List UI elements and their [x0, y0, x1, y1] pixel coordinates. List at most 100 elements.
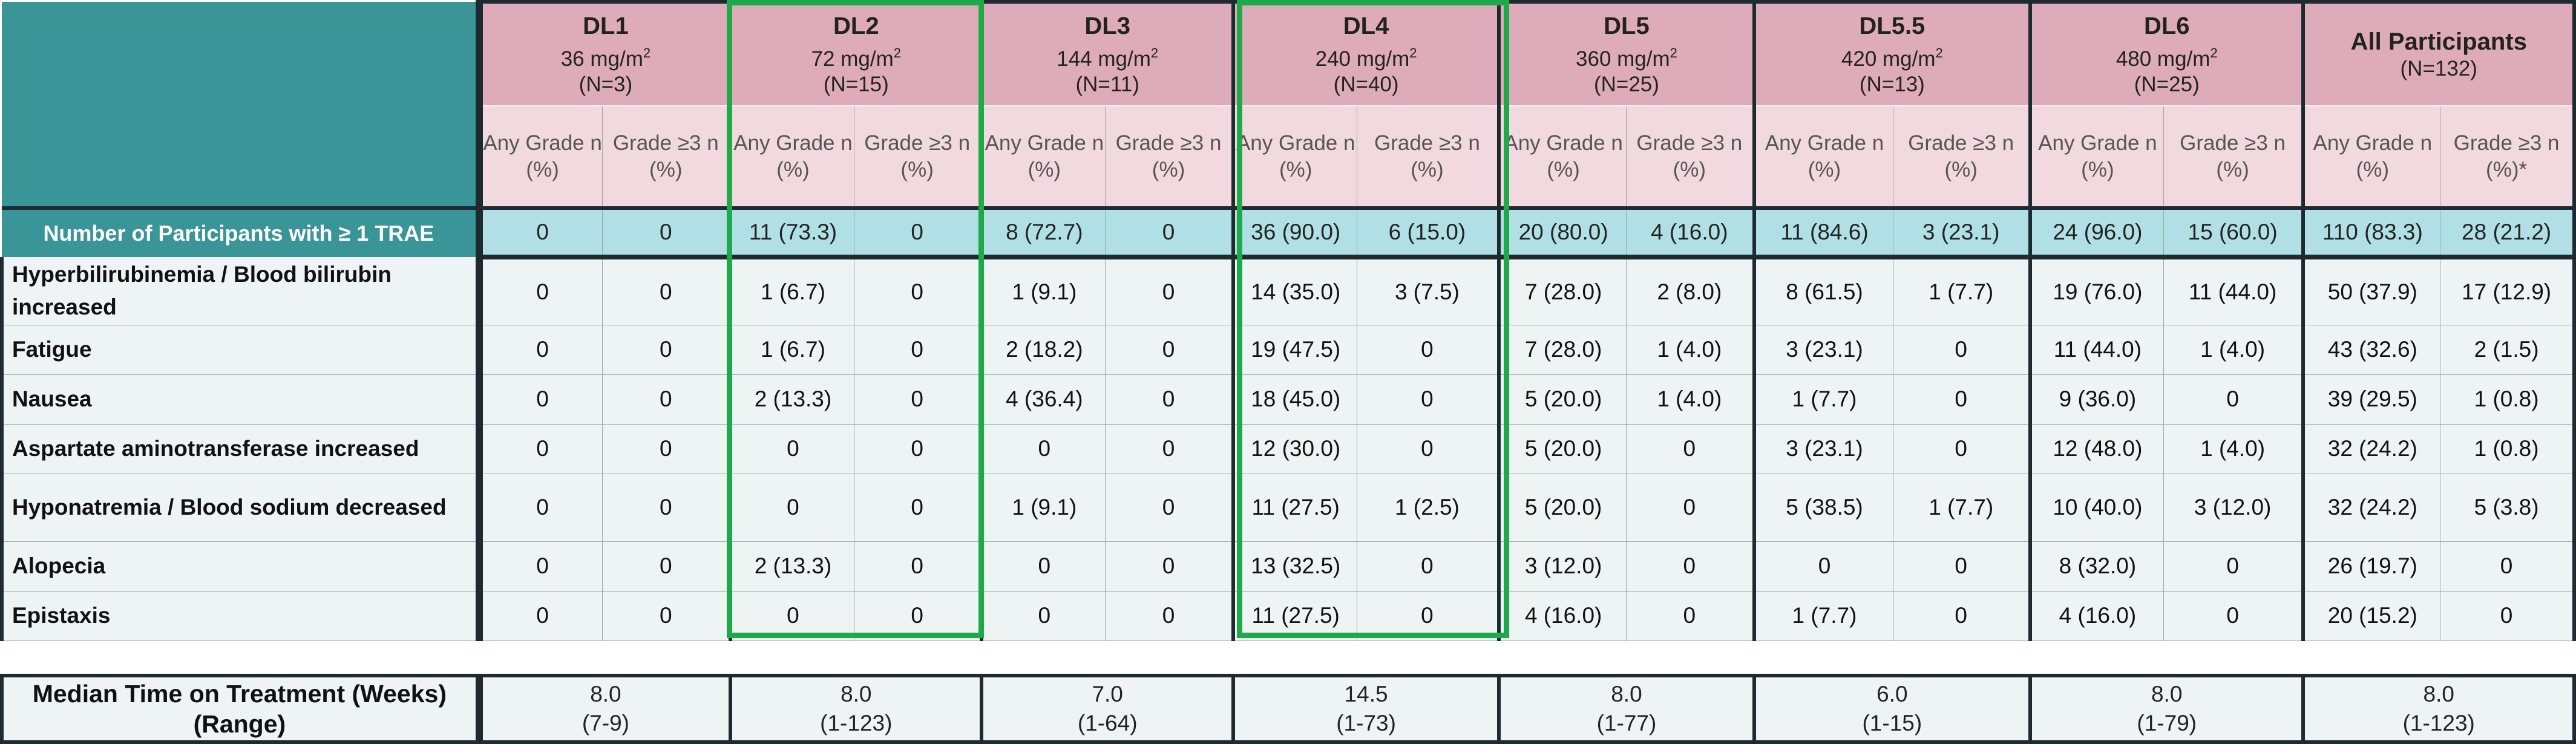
subheader-grade3: Grade ≥3 n (%): [602, 106, 733, 210]
spacer: [2, 641, 2574, 676]
table-cell: 2 (8.0): [1626, 257, 1756, 325]
table-cell: 3 (23.1): [1752, 424, 1894, 474]
subheader-grade3: Grade ≥3 n (%): [853, 106, 984, 210]
table-cell: 2 (18.2): [980, 325, 1106, 375]
table-cell: 8 (32.0): [2028, 541, 2164, 592]
table-cell: 0: [1357, 591, 1501, 641]
header-dose-row: DL1 36 mg/m2 (N=3) DL2 72 mg/m2 (N=15) D…: [2, 0, 2576, 210]
table-cell: 1 (7.7): [1893, 474, 2033, 542]
table-cell: 0: [1357, 424, 1501, 474]
table-cell: 6 (15.0): [1357, 208, 1501, 259]
table-cell: 11 (73.3): [729, 208, 854, 259]
table-cell: 0: [2440, 541, 2576, 592]
table-cell: 0: [2163, 374, 2306, 425]
table-cell: 0: [602, 208, 733, 259]
table-cell: 1 (4.0): [1626, 374, 1756, 425]
subheader-grade3: Grade ≥3 n (%)*: [2440, 106, 2576, 210]
table-cell: 13 (32.5): [1231, 541, 1357, 592]
dose-level-n: (N=3): [578, 73, 633, 96]
ae-label: Hyperbilirubinemia / Blood bilirubin inc…: [0, 257, 483, 325]
dose-level-dose: 240 mg/m2: [1315, 45, 1417, 71]
table-cell: 0: [1752, 541, 1894, 592]
table-cell: 5 (20.0): [1497, 474, 1627, 542]
table-cell: 20 (80.0): [1497, 208, 1627, 259]
table-cell: 0: [854, 424, 984, 474]
dose-level-dose: 72 mg/m2: [811, 45, 901, 71]
table-cell: 12 (30.0): [1231, 424, 1357, 474]
median-cell: 8.0 (1-79): [2028, 673, 2306, 744]
table-cell: 0: [1105, 208, 1235, 259]
subheader-any-grade: Any Grade n (%): [477, 106, 603, 210]
ae-label: Nausea: [0, 374, 483, 425]
table-cell: 0: [854, 208, 984, 259]
subheader-any-grade: Any Grade n (%): [1231, 106, 1357, 210]
table-cell: 18 (45.0): [1231, 374, 1357, 425]
dose-level-name: DL4: [1343, 13, 1389, 39]
table-cell: 0: [980, 424, 1106, 474]
table-row: Hyperbilirubinemia / Blood bilirubin inc…: [0, 257, 2576, 325]
dose-level-n: (N=25): [2134, 73, 2200, 96]
subheader-grade3: Grade ≥3 n (%): [1105, 106, 1235, 210]
table-cell: 0: [1357, 541, 1501, 592]
table-cell: 12 (48.0): [2028, 424, 2164, 474]
table-cell: 0: [1893, 325, 2033, 375]
table-cell: 0: [602, 474, 733, 542]
table-cell: 0: [1105, 325, 1235, 375]
table-cell: 4 (36.4): [980, 374, 1106, 425]
dose-level-n: (N=132): [2400, 57, 2477, 80]
table-cell: 0: [1893, 541, 2033, 592]
median-cell: 6.0 (1-15): [1752, 673, 2033, 744]
table-cell: 0: [854, 474, 984, 542]
dose-level-n: (N=15): [823, 73, 889, 96]
table-cell: 1 (2.5): [1357, 474, 1501, 542]
dose-level-n: (N=40): [1333, 73, 1399, 96]
table-cell: 0: [1626, 474, 1756, 542]
header-subheader-row: Any Grade n (%) Grade ≥3 n (%) Any Grade…: [2, 106, 2576, 210]
table-cell: 39 (29.5): [2301, 374, 2441, 425]
table-cell: 5 (20.0): [1497, 424, 1627, 474]
table-cell: 17 (12.9): [2440, 257, 2576, 325]
table-row: Hyponatremia / Blood sodium decreased 0 …: [0, 474, 2576, 542]
median-cell: 8.0 (1-123): [2301, 673, 2576, 744]
subheader-any-grade: Any Grade n (%): [2028, 106, 2164, 210]
median-row: Median Time on Treatment (Weeks) (Range)…: [0, 673, 2576, 744]
table-cell: 0: [477, 374, 603, 425]
table-cell: 0: [854, 591, 984, 641]
table-cell: 0: [602, 424, 733, 474]
table-cell: 0: [602, 374, 733, 425]
table-cell: 0: [2440, 591, 2576, 641]
table-cell: 0: [477, 325, 603, 375]
table-cell: 1 (0.8): [2440, 424, 2576, 474]
table-cell: 8 (72.7): [980, 208, 1106, 259]
subheader-grade3: Grade ≥3 n (%): [2163, 106, 2306, 210]
dose-level-dose: 480 mg/m2: [2116, 45, 2218, 71]
table-cell: 0: [729, 474, 854, 542]
ae-label: Fatigue: [0, 325, 483, 375]
table-cell: 0: [1893, 424, 2033, 474]
table-cell: 0: [2163, 591, 2306, 641]
dose-level-dose: 144 mg/m2: [1057, 45, 1159, 71]
table-cell: 9 (36.0): [2028, 374, 2164, 425]
table-cell: 0: [854, 541, 984, 592]
dose-level-n: (N=25): [1593, 73, 1659, 96]
table-cell: 0: [477, 424, 603, 474]
table-cell: 110 (83.3): [2301, 208, 2441, 259]
dose-level-header-dl1: DL1 36 mg/m2 (N=3): [477, 0, 733, 106]
dose-level-header-dl3: DL3 144 mg/m2 (N=11): [980, 0, 1235, 106]
table-cell: 5 (3.8): [2440, 474, 2576, 542]
subheader-any-grade: Any Grade n (%): [980, 106, 1106, 210]
dose-level-header-dl6: DL6 480 mg/m2 (N=25): [2028, 0, 2306, 106]
table-row: Fatigue 0 0 1 (6.7) 0 2 (18.2) 0 19 (47.…: [0, 325, 2576, 375]
dose-level-n: (N=13): [1859, 73, 1925, 96]
table-cell: 0: [477, 474, 603, 542]
table-cell: 1 (7.7): [1752, 591, 1894, 641]
table-cell: 11 (84.6): [1752, 208, 1894, 259]
table-cell: 0: [854, 374, 984, 425]
median-cell: 14.5 (1-73): [1231, 673, 1501, 744]
table-cell: 2 (13.3): [729, 374, 854, 425]
dose-level-name: All Participants: [2350, 28, 2527, 55]
table-cell: 10 (40.0): [2028, 474, 2164, 542]
subheader-grade3: Grade ≥3 n (%): [1356, 106, 1501, 210]
dose-level-name: DL1: [583, 13, 629, 39]
